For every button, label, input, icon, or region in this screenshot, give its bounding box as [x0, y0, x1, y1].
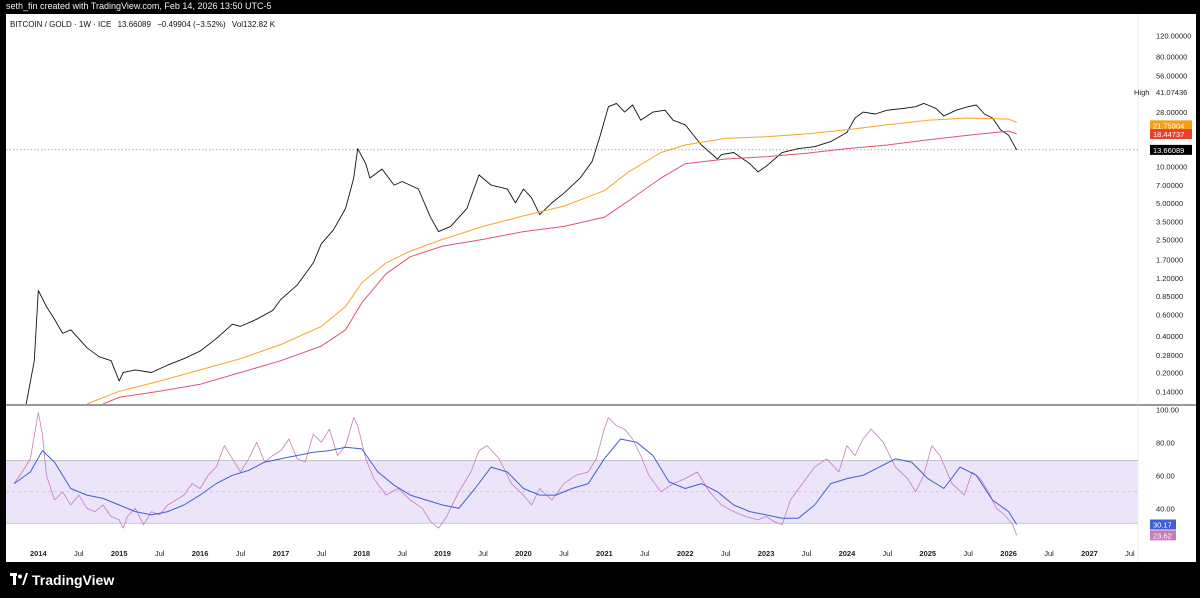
price-change: −0.49904 (−3.52%)	[157, 20, 226, 29]
high-value: 41.07436	[1156, 88, 1187, 97]
x-axis-tick: 2016	[192, 549, 209, 558]
rsi-axis-tick: 60.00	[1156, 471, 1175, 480]
x-axis-tick: 2018	[353, 549, 370, 558]
x-axis-tick: 2019	[434, 549, 451, 558]
series-price	[25, 102, 1018, 404]
x-axis-tick: 2021	[596, 549, 613, 558]
price-badge-value: 21.75904	[1153, 121, 1184, 130]
price-axis-tick: 0.60000	[1156, 311, 1183, 320]
credit-line: seth_fin created with TradingView.com, F…	[6, 1, 272, 11]
x-axis-tick: 2017	[273, 549, 290, 558]
x-axis-tick: 2023	[758, 549, 775, 558]
price-axis-tick: 3.50000	[1156, 218, 1183, 227]
x-axis-tick: Jul	[721, 549, 731, 558]
rsi-axis-tick: 100.00	[1156, 405, 1179, 414]
x-axis-tick: Jul	[802, 549, 812, 558]
x-axis-tick: Jul	[559, 549, 569, 558]
x-axis-tick: 2026	[1000, 549, 1017, 558]
x-axis-tick: Jul	[155, 549, 165, 558]
volume: Vol132.82 K	[231, 20, 276, 29]
price-badge-value: 18.44737	[1153, 130, 1184, 139]
series-rsi-ma	[13, 438, 1018, 525]
x-axis-tick: Jul	[478, 549, 488, 558]
price-axis-tick: 120.00000	[1156, 31, 1191, 40]
price-badge	[1150, 120, 1192, 131]
price-axis-tick: 0.20000	[1156, 368, 1183, 377]
price-badge-value: 13.66089	[1153, 146, 1184, 155]
symbol-info: BITCOIN / GOLD · 1W · ICE 13.66089 −0.49…	[10, 20, 279, 29]
price-badge	[1150, 129, 1192, 140]
rsi-axis-tick: 40.00	[1156, 504, 1175, 513]
price-axis-tick: 5.00000	[1156, 199, 1183, 208]
series-ma-red	[102, 130, 1017, 404]
price-badge	[1150, 144, 1192, 155]
rsi-badge-value: 30.17	[1153, 521, 1172, 530]
x-axis-tick: 2024	[839, 549, 857, 558]
x-axis-tick: Jul	[397, 549, 407, 558]
price-axis-tick: 1.20000	[1156, 274, 1183, 283]
x-axis-tick: 2015	[111, 549, 128, 558]
price-axis-tick: 0.14000	[1156, 387, 1183, 396]
price-axis-tick: 0.85000	[1156, 292, 1183, 301]
x-axis-tick: 2027	[1081, 549, 1098, 558]
x-axis-tick: Jul	[640, 549, 650, 558]
x-axis-tick: 2025	[919, 549, 936, 558]
tradingview-icon	[10, 572, 28, 588]
x-axis-tick: 2014	[30, 549, 48, 558]
x-axis-tick: Jul	[74, 549, 84, 558]
tradingview-logo: TradingView	[10, 572, 114, 588]
price-axis-tick: 80.00000	[1156, 53, 1187, 62]
series-ma-orange	[86, 117, 1017, 404]
x-axis-tick: 2022	[677, 549, 694, 558]
price-axis-tick: 28.00000	[1156, 108, 1187, 117]
symbol-name[interactable]: BITCOIN / GOLD · 1W · ICE	[10, 20, 112, 29]
brand-name: TradingView	[32, 572, 115, 588]
x-axis-tick: Jul	[1044, 549, 1054, 558]
x-axis-tick: Jul	[317, 549, 327, 558]
price-axis-tick: 0.40000	[1156, 332, 1183, 341]
x-axis-tick: Jul	[883, 549, 893, 558]
price-axis-tick: 10.00000	[1156, 162, 1187, 171]
x-axis-tick: Jul	[963, 549, 973, 558]
price-axis-tick: 1.70000	[1156, 256, 1183, 265]
series-rsi	[13, 412, 1018, 536]
x-axis-tick: 2020	[515, 549, 532, 558]
rsi-axis-tick: 80.00	[1156, 438, 1175, 447]
x-axis-tick: Jul	[236, 549, 246, 558]
price-axis-tick: 0.28000	[1156, 351, 1183, 360]
high-label: High	[1134, 88, 1149, 97]
last-price: 13.66089	[117, 20, 151, 29]
rsi-badge	[1150, 519, 1176, 530]
rsi-badge-value: 23.62	[1153, 531, 1172, 540]
rsi-badge	[1150, 530, 1176, 541]
price-axis-tick: 56.00000	[1156, 72, 1187, 81]
x-axis-tick: Jul	[1125, 549, 1135, 558]
price-axis-tick: 7.00000	[1156, 181, 1183, 190]
price-axis-tick: 2.50000	[1156, 235, 1183, 244]
